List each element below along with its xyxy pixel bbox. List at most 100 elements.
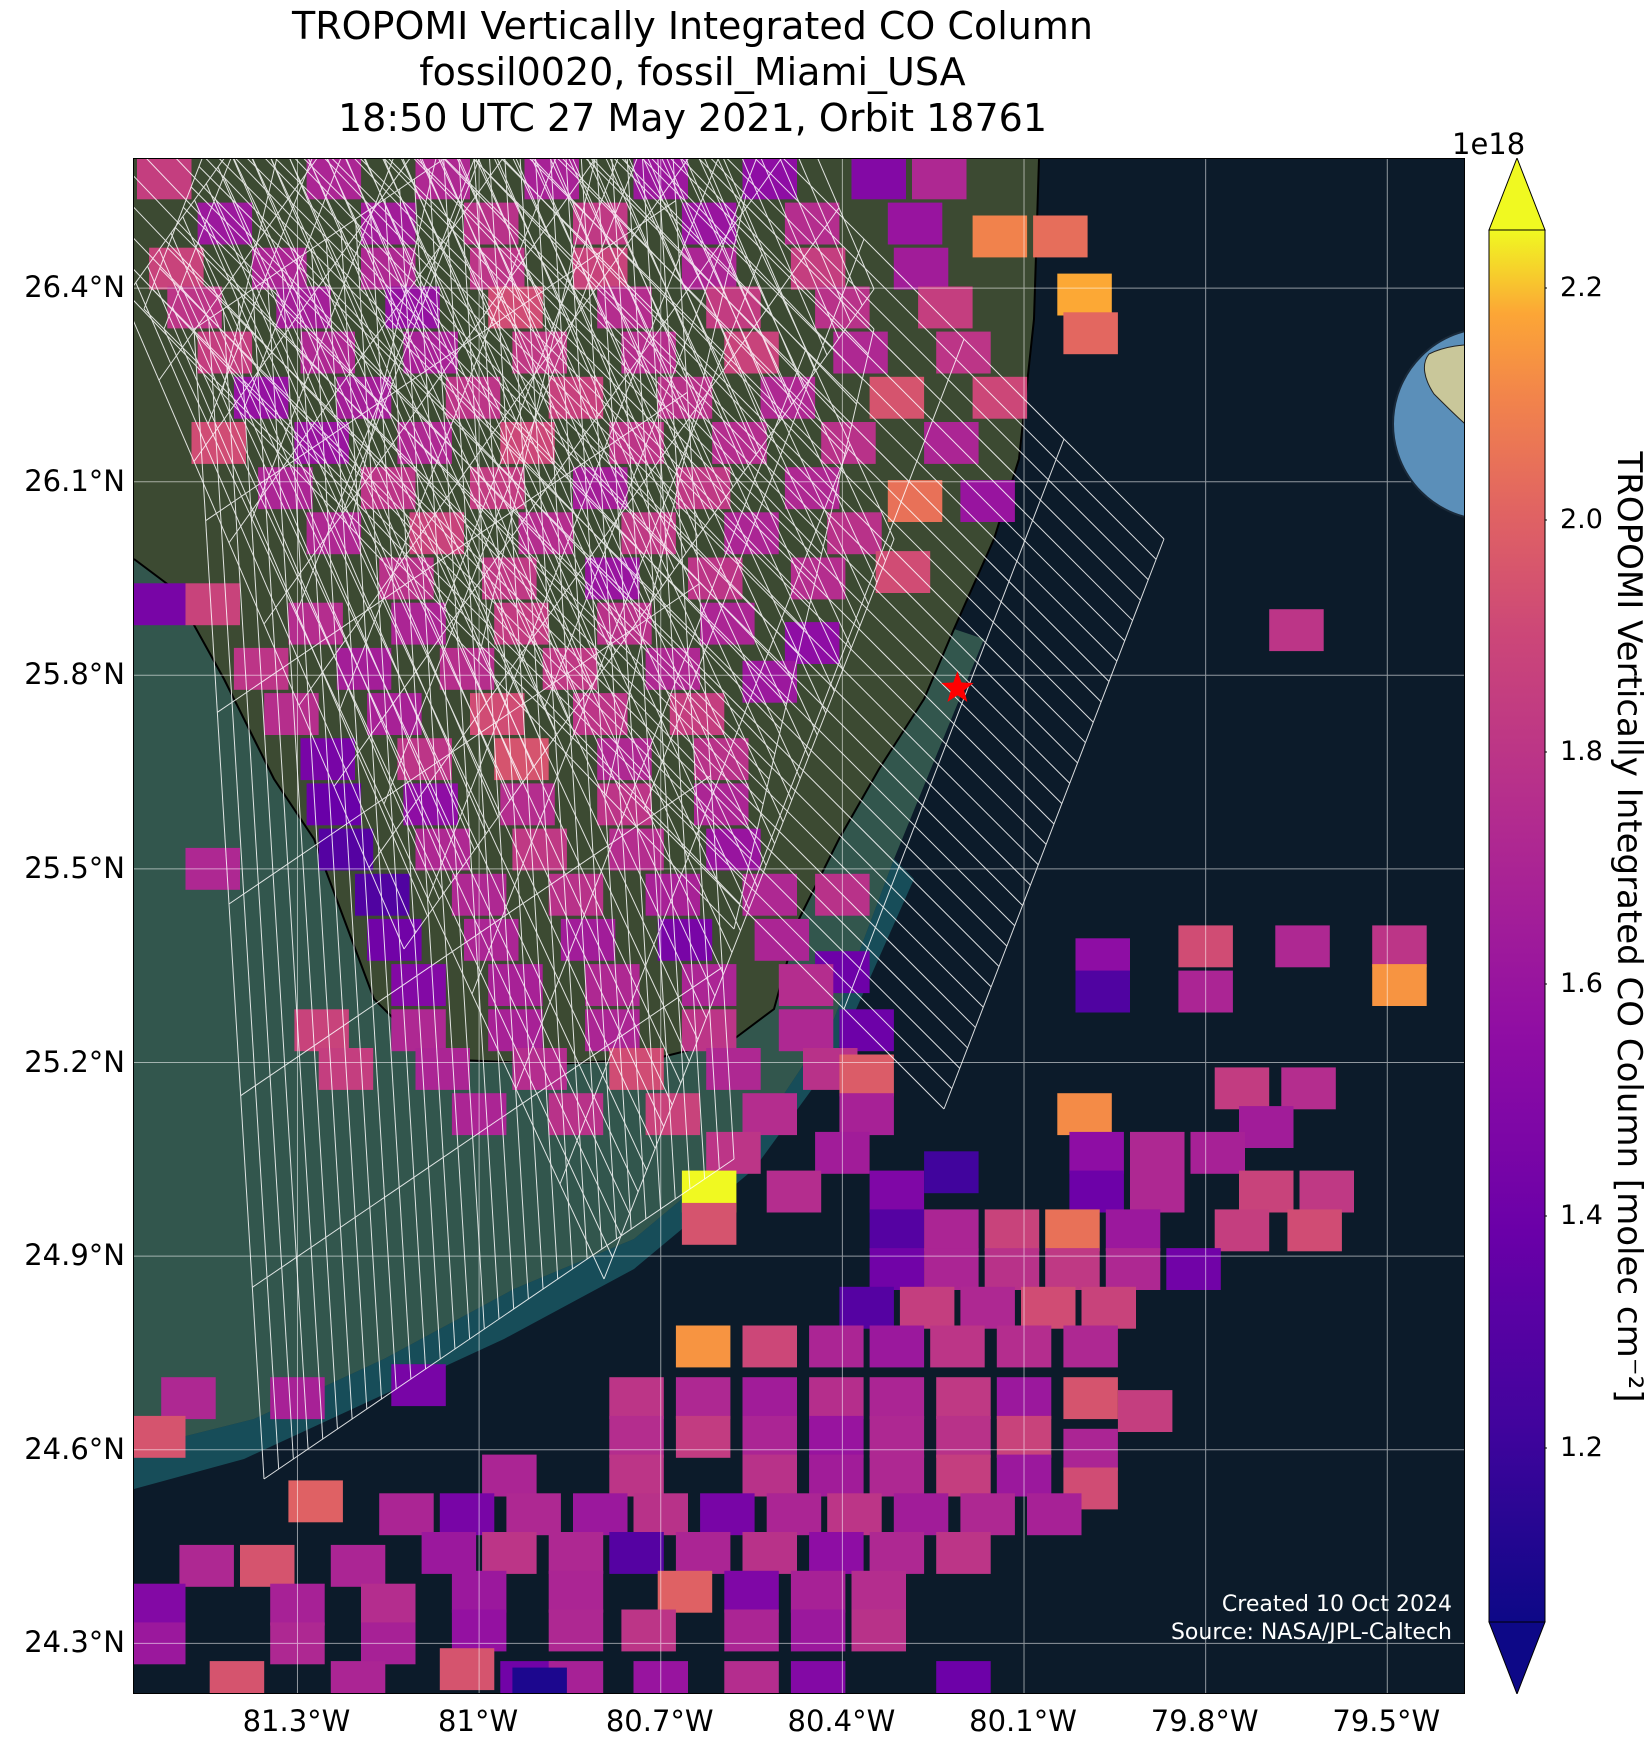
co-pixel <box>1057 1093 1112 1136</box>
co-pixel <box>984 1209 1040 1252</box>
footprint-line <box>603 538 895 1280</box>
colorbar-extend-top <box>1488 158 1546 231</box>
footprint-line <box>643 159 861 627</box>
created-credit: Created 10 Oct 2024 <box>1221 1592 1452 1617</box>
co-pixel <box>134 1415 186 1458</box>
co-pixel <box>1045 1248 1100 1290</box>
co-pixel <box>573 1493 628 1536</box>
co-pixel <box>766 1170 822 1213</box>
footprint-line <box>349 159 437 528</box>
footprint-line <box>605 194 747 796</box>
co-pixel <box>488 964 543 1006</box>
co-pixel <box>1117 1390 1173 1432</box>
co-pixel <box>742 1454 797 1497</box>
co-pixel <box>1281 1067 1336 1110</box>
co-pixel <box>851 159 906 200</box>
co-pixel <box>1105 1248 1161 1290</box>
lon-tick-label: 81°W <box>438 1704 519 1738</box>
co-pixel <box>984 1248 1040 1290</box>
co-pixel <box>318 828 374 871</box>
footprint-line <box>134 300 735 930</box>
lat-tick-label: 26.4°N <box>24 270 125 305</box>
co-pixel <box>609 422 664 464</box>
lat-tick-label: 24.6°N <box>24 1431 125 1466</box>
lat-tick-label: 25.8°N <box>24 657 125 692</box>
colorbar-tick-label: 1.6 <box>1560 968 1603 999</box>
co-pixel <box>839 1286 894 1329</box>
co-pixel <box>657 1570 713 1613</box>
co-pixel <box>869 1248 925 1290</box>
co-pixel <box>209 1661 265 1693</box>
footprint-line <box>158 159 318 381</box>
map-panel[interactable] <box>133 158 1465 1694</box>
co-pixel <box>506 1493 561 1536</box>
footprint-line <box>134 237 747 880</box>
footprint-line <box>698 159 886 561</box>
footprint-line <box>783 159 1165 540</box>
co-pixel <box>675 1325 731 1368</box>
co-pixel <box>179 1544 234 1587</box>
lon-tick-label: 79.5°W <box>1332 1704 1441 1738</box>
lon-tick-label: 79.8°W <box>1150 1704 1259 1738</box>
graticule <box>134 159 1464 1693</box>
lat-tick-label: 25.5°N <box>24 850 125 885</box>
footprint-line <box>779 159 851 323</box>
footprint-line <box>643 238 865 810</box>
co-pixel <box>482 1532 537 1574</box>
co-pixel <box>869 1377 925 1420</box>
co-pixel <box>960 1286 1015 1329</box>
locator-globe <box>1389 324 1464 524</box>
co-pixel <box>1075 970 1130 1013</box>
footprint-line <box>146 159 764 805</box>
footprint-line <box>592 159 852 430</box>
footprint-line <box>143 159 203 310</box>
co-pixel <box>185 583 240 626</box>
co-pixel <box>851 1570 906 1613</box>
footprint-line <box>240 775 711 1097</box>
co-pixel <box>1166 1248 1221 1290</box>
co-pixel <box>784 202 840 245</box>
co-pixel <box>548 1609 604 1652</box>
co-pixel <box>161 1377 216 1420</box>
co-pixel <box>1021 1286 1076 1329</box>
title-line-1: TROPOMI Vertically Integrated CO Column <box>292 4 1093 48</box>
co-pixel <box>1130 1131 1185 1174</box>
footprint-line <box>324 159 799 655</box>
co-pixel <box>548 1570 604 1613</box>
footprint-line <box>354 159 805 630</box>
footprint-line <box>543 159 757 710</box>
footprint-line <box>263 1158 735 1480</box>
footprint-grid <box>134 159 1165 1480</box>
co-pixel <box>706 1048 761 1090</box>
colorbar-tick-label: 1.4 <box>1560 1200 1603 1231</box>
co-pixel <box>742 1532 797 1574</box>
co-pixel <box>1130 1170 1185 1213</box>
co-pixel <box>827 1493 882 1536</box>
co-pixel <box>134 1583 186 1626</box>
footprint-line <box>384 159 811 605</box>
co-pixel <box>512 1667 567 1693</box>
co-pixel <box>700 1493 755 1536</box>
title-line-2: fossil0020, fossil_Miami_USA <box>419 50 966 94</box>
co-pixel <box>724 1570 779 1613</box>
co-pixel <box>379 557 434 600</box>
co-pixel <box>809 1325 864 1368</box>
footprint-line <box>217 391 688 713</box>
footprint-line <box>717 159 895 540</box>
co-pixel <box>415 1048 470 1090</box>
footprint-line <box>134 269 741 905</box>
co-pixel <box>391 1009 446 1052</box>
co-pixel <box>621 1609 676 1652</box>
colorbar-label: TROPOMI Vertically Integrated CO Column … <box>1609 451 1647 1403</box>
footprint-line <box>252 966 723 1288</box>
co-pixel <box>1045 1209 1100 1252</box>
co-pixel <box>403 783 458 826</box>
co-pixel <box>1027 1493 1082 1536</box>
co-pixel <box>809 1532 864 1574</box>
footprint-line <box>403 288 875 950</box>
footprint-line <box>817 159 875 290</box>
footprint-line <box>265 159 787 705</box>
co-pixel <box>936 1415 991 1458</box>
co-pixel <box>893 247 949 290</box>
co-pixel <box>1214 1209 1270 1252</box>
